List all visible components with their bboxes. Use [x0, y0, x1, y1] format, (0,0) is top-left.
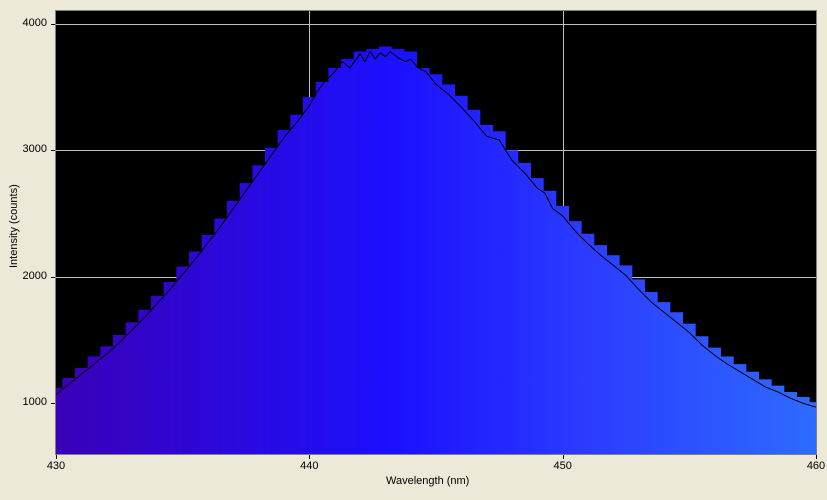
x-tick-mark [563, 455, 564, 459]
x-axis-label: Wavelength (nm) [386, 475, 469, 487]
y-tick-mark [51, 24, 55, 25]
x-tick-label: 430 [36, 460, 76, 472]
y-axis-label: Intensity (counts) [8, 148, 20, 268]
y-tick-label: 1000 [0, 396, 47, 408]
plot-area [56, 11, 816, 454]
x-tick-mark [309, 455, 310, 459]
y-tick-mark [51, 277, 55, 278]
spectrum-svg [56, 11, 816, 454]
y-tick-label: 2000 [0, 270, 47, 282]
y-tick-mark [51, 403, 55, 404]
x-tick-label: 440 [289, 460, 329, 472]
x-tick-label: 450 [543, 460, 583, 472]
x-tick-label: 460 [796, 460, 827, 472]
spectrum-fill [56, 46, 816, 454]
y-tick-label: 4000 [0, 17, 47, 29]
y-tick-mark [51, 150, 55, 151]
x-tick-mark [816, 455, 817, 459]
x-tick-mark [56, 455, 57, 459]
y-tick-label: 3000 [0, 143, 47, 155]
